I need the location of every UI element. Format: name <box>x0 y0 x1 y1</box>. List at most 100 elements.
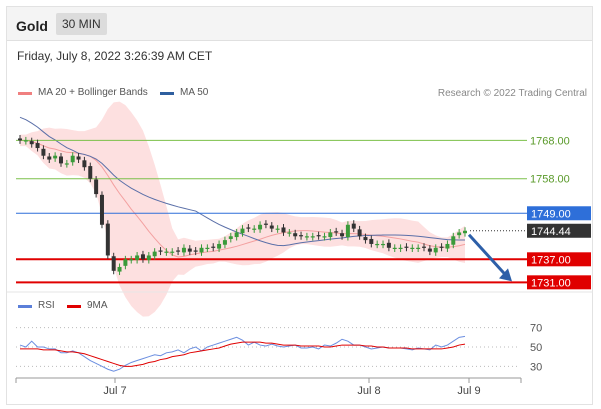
rsi-series-rsi <box>19 335 466 372</box>
candle-body <box>29 141 34 145</box>
candle-body <box>23 140 28 142</box>
candle-body <box>404 246 409 248</box>
candle-body <box>193 250 198 252</box>
candle-body <box>205 247 210 249</box>
candle-body <box>41 148 46 156</box>
candle-body <box>18 138 22 141</box>
candles-group <box>18 134 467 276</box>
candle-body <box>94 179 99 195</box>
candle-body <box>381 243 386 246</box>
candle-body <box>410 247 415 249</box>
candle-body <box>398 247 403 249</box>
candle-body <box>304 236 309 238</box>
candle-body <box>310 236 315 238</box>
candle-body <box>299 235 304 237</box>
candle-body <box>129 259 134 261</box>
candle-body <box>340 233 345 237</box>
timestamp: Friday, July 8, 2022 3:26:39 AM CET <box>17 49 213 63</box>
candle-body <box>375 243 380 246</box>
candle-body <box>334 231 339 233</box>
forecast-arrow-head <box>499 268 512 282</box>
legend-swatch-9ma <box>67 305 81 308</box>
x-tick-label: Jul 9 <box>457 385 480 397</box>
candle-body <box>158 250 163 252</box>
instrument-title: Gold <box>16 18 48 34</box>
candle-body <box>263 223 268 225</box>
candle-body <box>445 243 450 249</box>
candle-body <box>117 266 122 272</box>
last-price-label: 1744.44 <box>531 226 571 238</box>
candle-body <box>240 228 245 234</box>
candle-body <box>322 236 327 238</box>
candle-body <box>99 194 104 225</box>
candle-body <box>70 155 75 163</box>
level-tag-1731-00 <box>527 275 591 290</box>
candle-body <box>234 232 239 238</box>
candle-body <box>369 238 374 244</box>
candle-body <box>88 166 93 179</box>
candle-body <box>199 247 204 253</box>
candle-body <box>316 235 321 237</box>
candle-body <box>181 247 186 253</box>
level-label-1737-00: 1737.00 <box>531 254 571 266</box>
x-tick-label: Jul 7 <box>103 385 126 397</box>
candle-body <box>351 223 356 229</box>
x-tick-label: Jul 8 <box>357 385 380 397</box>
legend-swatch-rsi <box>18 305 32 308</box>
candle-body <box>281 227 286 233</box>
candle-body <box>433 247 438 253</box>
candle-body <box>35 143 40 149</box>
candle-body <box>357 229 362 237</box>
candle-body <box>123 259 128 266</box>
timeframe-badge[interactable]: 30 MIN <box>56 13 107 35</box>
candle-body <box>246 227 251 229</box>
candle-body <box>211 246 216 248</box>
level-label-1758-00: 1758.00 <box>530 174 570 186</box>
rsi-tick-70: 70 <box>530 323 542 335</box>
candle-body <box>386 242 391 248</box>
candle-body <box>82 160 87 168</box>
candle-body <box>135 255 140 261</box>
candle-body <box>275 228 280 230</box>
level-tag-1737-00 <box>527 252 591 267</box>
candle-body <box>140 254 145 260</box>
candle-body <box>58 156 63 164</box>
rsi-tick-30: 30 <box>530 361 542 373</box>
level-tag-1749-00 <box>527 206 591 221</box>
chart-header: Gold 30 MIN <box>7 7 592 41</box>
bollinger-band <box>20 101 465 317</box>
candle-body <box>293 233 298 237</box>
candle-body <box>416 247 421 249</box>
candle-body <box>111 256 116 271</box>
candle-body <box>427 248 432 252</box>
forecast-arrow-shaft <box>467 233 508 277</box>
candle-body <box>47 156 52 160</box>
level-label-1731-00: 1731.00 <box>531 277 571 289</box>
credit-text: Research © 2022 Trading Central <box>437 88 587 99</box>
candle-body <box>146 255 151 261</box>
legend-9ma: 9MA <box>87 300 108 311</box>
candle-body <box>463 230 467 234</box>
candle-body <box>345 224 350 238</box>
candle-body <box>222 240 227 245</box>
rsi-tick-50: 50 <box>530 342 542 354</box>
candle-body <box>252 228 257 230</box>
candle-body <box>457 232 462 236</box>
candle-body <box>422 246 427 248</box>
candle-body <box>217 243 222 249</box>
candle-body <box>269 225 274 229</box>
candle-body <box>176 250 181 252</box>
candle-body <box>328 232 333 238</box>
legend-swatch-ma20 <box>18 92 32 95</box>
candle-body <box>170 251 175 253</box>
candle-body <box>451 236 456 245</box>
rsi-series-9ma <box>20 341 466 367</box>
candle-body <box>187 248 192 252</box>
candle-body <box>228 236 233 239</box>
candle-body <box>152 251 157 257</box>
candle-body <box>76 156 81 160</box>
legend-ma20-bollinger: MA 20 + Bollinger Bands <box>38 87 148 98</box>
legend-swatch-ma50 <box>160 92 174 95</box>
candle-body <box>64 163 69 165</box>
